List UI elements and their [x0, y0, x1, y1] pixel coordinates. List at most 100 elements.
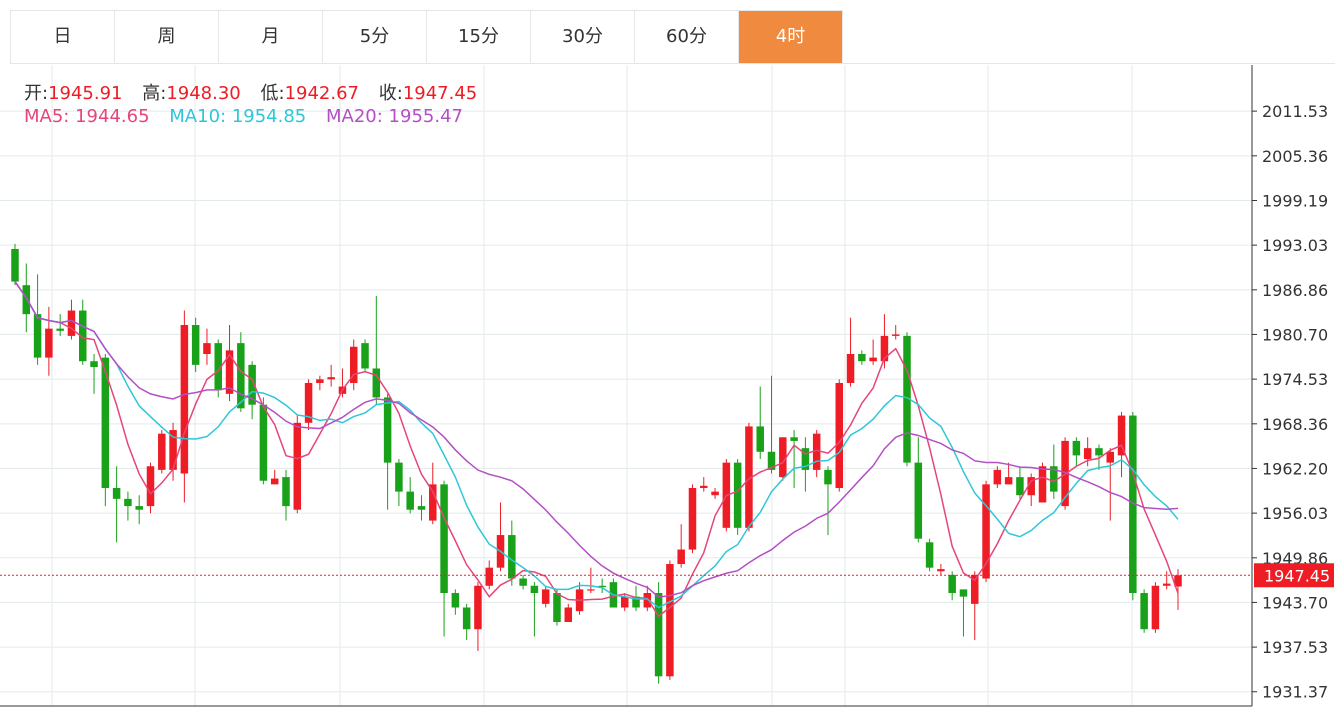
candle-body [259, 404, 268, 481]
candle-body [225, 350, 234, 394]
candle-body [869, 357, 877, 362]
candle-body [67, 310, 76, 336]
candle-body [78, 310, 87, 362]
candle-body [56, 328, 64, 331]
close-value: 1947.45 [402, 83, 478, 104]
ma10-value: 1954.85 [231, 106, 307, 127]
y-tick-label: 1986.86 [1262, 281, 1328, 300]
candle-body [316, 379, 324, 383]
candle-body [564, 607, 573, 622]
candle-body [801, 448, 810, 470]
y-tick-label: 2011.53 [1262, 102, 1328, 121]
candle-body [711, 491, 719, 496]
y-tick-label: 1993.03 [1262, 236, 1328, 255]
tab-0[interactable]: 日 [11, 11, 115, 63]
tabs-divider [10, 63, 1335, 64]
candle-body [372, 368, 381, 398]
candle-body [395, 462, 403, 492]
tab-6[interactable]: 60分 [635, 11, 739, 63]
low-value: 1942.67 [284, 83, 360, 104]
candle-body [124, 498, 132, 507]
candle-body [169, 430, 177, 470]
candle-body [327, 377, 335, 380]
ma20-value: 1955.47 [388, 106, 463, 127]
candle-body [880, 335, 889, 362]
candle-body [485, 567, 493, 586]
candle-body [812, 433, 821, 470]
candle-body [858, 353, 866, 362]
candle-body [587, 589, 595, 591]
candle-body [1038, 466, 1047, 503]
candle-body [417, 506, 426, 510]
tab-4[interactable]: 15分 [427, 11, 531, 63]
candle-body [779, 437, 787, 478]
y-tick-label: 1968.36 [1262, 415, 1328, 434]
candle-body [1072, 440, 1081, 456]
open-label: 开: [24, 83, 49, 104]
current-price-tag [1254, 563, 1334, 588]
candle-body [383, 397, 392, 463]
candle-body [553, 593, 561, 622]
candle-body [451, 593, 460, 608]
tab-3[interactable]: 5分 [323, 11, 427, 63]
ma10-label: MA10: [169, 106, 227, 127]
candle-body [135, 506, 143, 510]
y-tick-label: 1956.03 [1262, 504, 1328, 523]
candle-body [530, 585, 539, 594]
tab-1[interactable]: 周 [115, 11, 219, 63]
y-tick-label: 1943.70 [1262, 593, 1328, 612]
candle-body [519, 578, 527, 586]
candle-body [203, 343, 211, 354]
high-label: 高: [142, 83, 167, 104]
candle-body [90, 361, 98, 368]
candle-body [835, 382, 844, 488]
candle-body [214, 343, 222, 391]
candle-body [180, 325, 189, 474]
candle-body [1095, 448, 1103, 456]
candle-body [790, 437, 798, 441]
candle-body [146, 466, 155, 507]
y-tick-label: 1974.53 [1262, 370, 1328, 389]
candle-body [745, 426, 753, 528]
candle-body [654, 593, 663, 677]
candle-body [1083, 448, 1092, 460]
candle-body [1027, 477, 1035, 496]
candle-body [1151, 585, 1160, 630]
candle-body [1174, 575, 1182, 587]
open-value: 1945.91 [48, 83, 123, 104]
candle-body [1162, 583, 1171, 586]
ohlc-readout: 开:1945.91 高:1948.30 低:1942.67 收:1947.45 [24, 79, 477, 105]
candle-body [101, 357, 110, 488]
tab-5[interactable]: 30分 [531, 11, 635, 63]
candle-body [191, 325, 200, 365]
candle-body [361, 343, 369, 369]
y-tick-label: 1999.19 [1262, 192, 1328, 211]
candle-body [925, 542, 934, 568]
y-tick-label: 1980.70 [1262, 325, 1328, 344]
candle-body [541, 589, 550, 604]
tab-7[interactable]: 4时 [739, 11, 843, 63]
candle-body [914, 462, 923, 539]
y-tick-label: 1937.53 [1262, 638, 1328, 657]
tab-2[interactable]: 月 [219, 11, 323, 63]
candle-body [677, 549, 685, 565]
candle-body [33, 314, 42, 358]
period-tabs: 日周月 5分 15分 30分 60分 4时 [10, 10, 843, 64]
candle-body [349, 346, 358, 383]
candle-body [733, 462, 742, 528]
candle-body [158, 433, 166, 470]
candle-body [948, 574, 956, 594]
candle-body [270, 478, 279, 485]
y-tick-label: 1962.20 [1262, 459, 1328, 478]
ma5-line [14, 281, 1179, 618]
candle-body [248, 364, 256, 405]
ma10-line [14, 281, 1179, 609]
candle-body [237, 343, 245, 409]
candle-body [1106, 451, 1115, 463]
candle-body [666, 564, 674, 677]
candle-body [474, 585, 482, 630]
candle-body [282, 477, 290, 507]
candle-body [846, 353, 855, 383]
candle-body [1016, 477, 1024, 496]
